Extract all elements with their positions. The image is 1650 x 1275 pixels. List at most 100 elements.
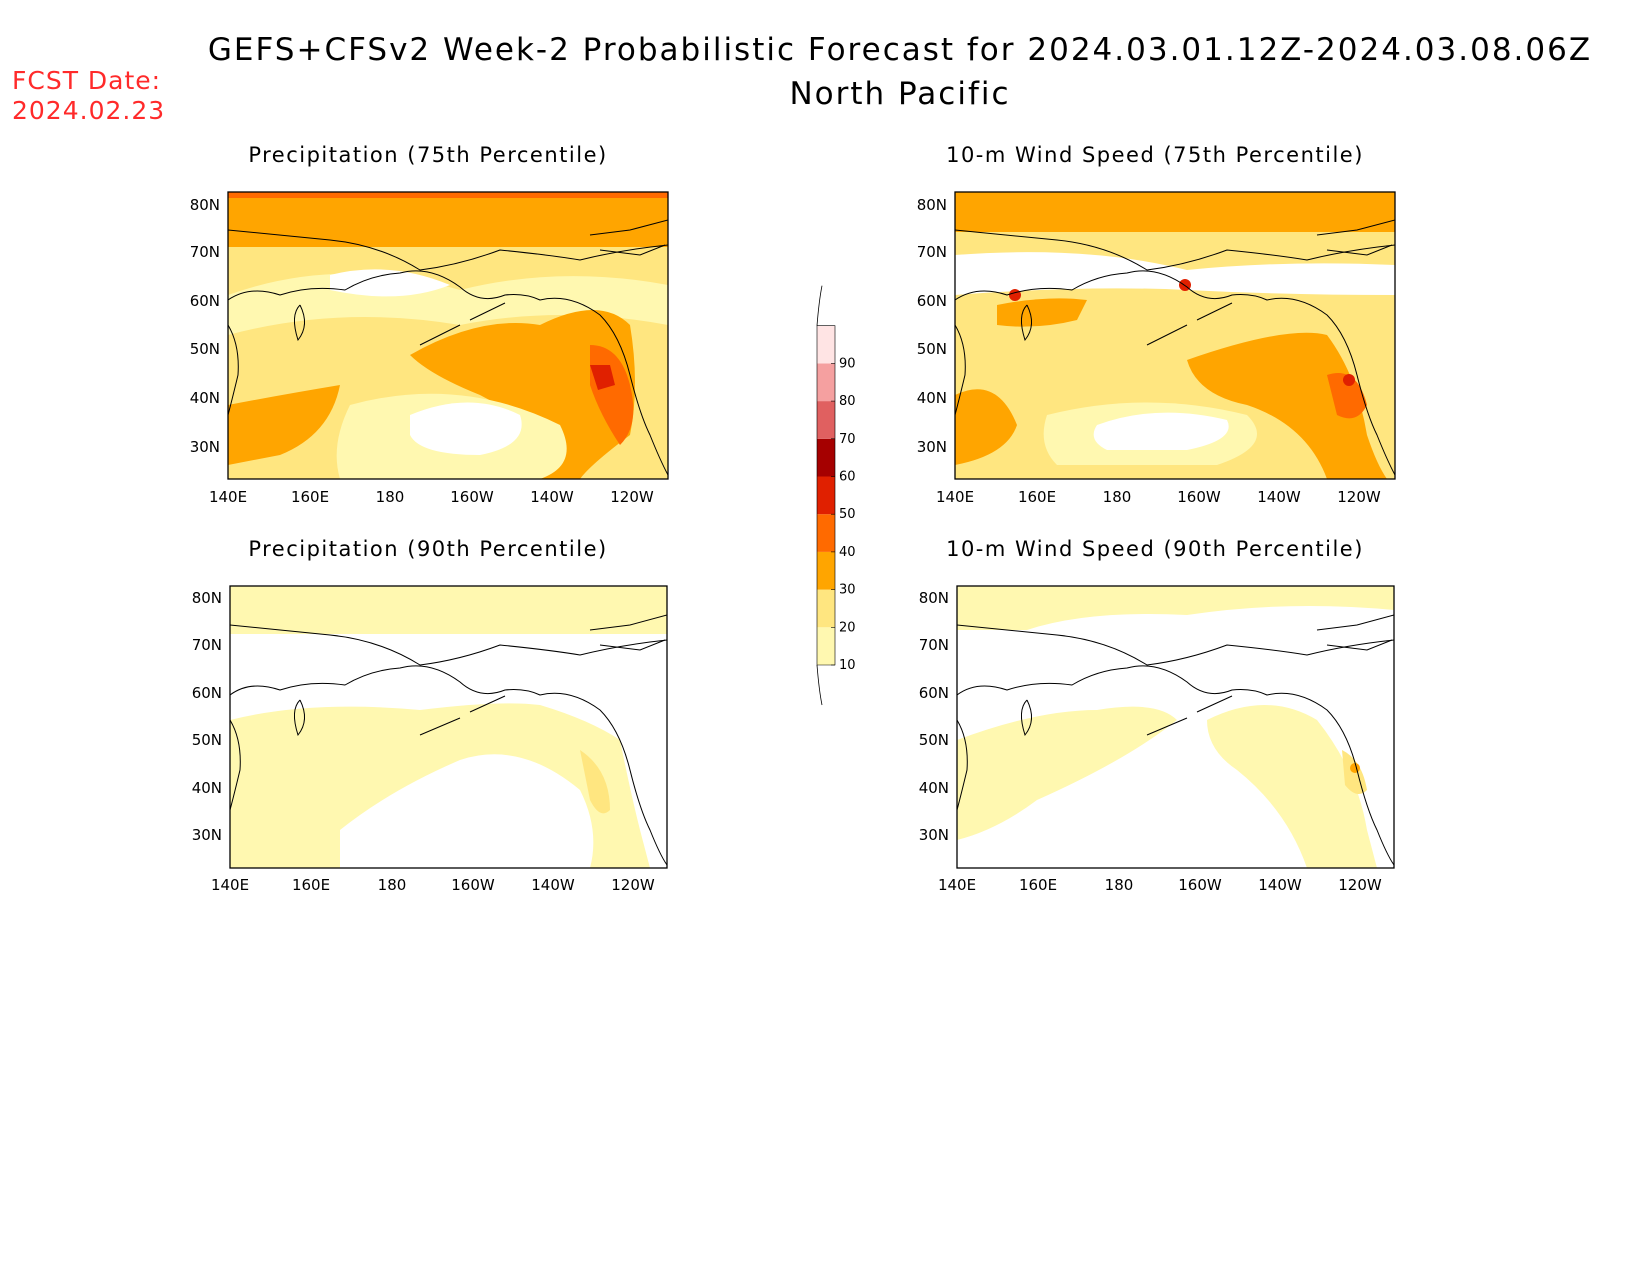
region-subtitle: North Pacific bbox=[789, 76, 1011, 112]
colorbar-swatch bbox=[817, 589, 835, 628]
colorbar-swatch bbox=[817, 514, 835, 552]
lon-label-140w: 140W bbox=[1257, 488, 1301, 506]
panel-title-precip75: Precipitation (75th Percentile) bbox=[248, 143, 608, 167]
shading-west-band bbox=[957, 706, 1177, 840]
shading-bering-white bbox=[330, 269, 450, 297]
lon-axis: 140E 160E 180 160W 140W 120W bbox=[211, 876, 655, 894]
shading-gulf-alaska bbox=[410, 310, 635, 479]
lon-axis: 140E 160E 180 160W 140W 120W bbox=[936, 488, 1381, 506]
lat-label-50n: 50N bbox=[192, 731, 222, 749]
lat-label-60n: 60N bbox=[190, 292, 220, 310]
lat-label-40n: 40N bbox=[919, 779, 949, 797]
lat-label-60n: 60N bbox=[919, 684, 949, 702]
lon-label-120w: 120W bbox=[610, 488, 654, 506]
lon-label-140e: 140E bbox=[936, 488, 974, 506]
map-frame bbox=[956, 585, 1395, 869]
panel-title-precip90: Precipitation (90th Percentile) bbox=[248, 537, 608, 561]
colorbar-swatch bbox=[817, 438, 835, 477]
lat-label-40n: 40N bbox=[917, 389, 947, 407]
map-panel-wind90: 80N 70N 60N 50N 40N 30N 140E 160E 180 16… bbox=[919, 585, 1395, 894]
shading-west-orange bbox=[955, 389, 1017, 465]
lat-axis: 80N 70N 60N 50N 40N 30N bbox=[190, 196, 220, 456]
map-frame bbox=[954, 191, 1396, 480]
colorbar-swatch bbox=[817, 476, 835, 515]
lon-label-140w: 140W bbox=[530, 488, 574, 506]
lat-label-30n: 30N bbox=[917, 438, 947, 456]
shading-subtropical-white bbox=[1093, 412, 1229, 450]
shading-kamchatka-orange bbox=[997, 298, 1087, 327]
lon-label-140w: 140W bbox=[1258, 876, 1302, 894]
lon-label-160e: 160E bbox=[292, 876, 330, 894]
lon-label-160w: 160W bbox=[1178, 876, 1222, 894]
colorbar-label-60: 60 bbox=[839, 470, 856, 485]
colorbar: 10 20 30 40 50 60 70 80 90 bbox=[816, 285, 856, 706]
shading-arctic-band bbox=[230, 586, 667, 634]
colorbar-swatch bbox=[817, 363, 835, 402]
colorbar-label-70: 70 bbox=[839, 432, 856, 447]
panel-title-wind75: 10-m Wind Speed (75th Percentile) bbox=[946, 143, 1364, 167]
colorbar-label-20: 20 bbox=[839, 620, 856, 635]
shading-coast-yellow bbox=[580, 750, 610, 814]
lat-label-60n: 60N bbox=[192, 684, 222, 702]
colorbar-outline bbox=[816, 325, 836, 666]
lon-label-140e: 140E bbox=[938, 876, 976, 894]
shading-lower-band bbox=[230, 703, 650, 868]
lat-label-70n: 70N bbox=[190, 243, 220, 261]
colorbar-label-30: 30 bbox=[839, 583, 856, 598]
colorbar-swatch bbox=[817, 401, 835, 439]
lon-label-140w: 140W bbox=[531, 876, 575, 894]
lon-label-160w: 160W bbox=[450, 488, 494, 506]
coastlines bbox=[955, 219, 1395, 476]
shading-hotspot-3 bbox=[1343, 374, 1355, 386]
lat-label-50n: 50N bbox=[190, 340, 220, 358]
coastlines bbox=[228, 219, 668, 476]
shading-arctic-band bbox=[228, 192, 668, 247]
lat-label-70n: 70N bbox=[917, 243, 947, 261]
lat-label-40n: 40N bbox=[190, 389, 220, 407]
lon-label-180: 180 bbox=[378, 876, 407, 894]
lat-axis: 80N 70N 60N 50N 40N 30N bbox=[192, 589, 222, 844]
fcst-date-label: FCST Date: bbox=[12, 66, 162, 95]
colorbar-label-10: 10 bbox=[839, 658, 856, 673]
map-panel-wind75: 80N 70N 60N 50N 40N 30N 140E 160E 180 16… bbox=[917, 191, 1396, 506]
lat-label-80n: 80N bbox=[917, 196, 947, 214]
coastlines bbox=[957, 614, 1394, 866]
lon-label-160e: 160E bbox=[291, 488, 329, 506]
lon-label-160w: 160W bbox=[451, 876, 495, 894]
lon-label-140e: 140E bbox=[211, 876, 249, 894]
lat-axis: 80N 70N 60N 50N 40N 30N bbox=[919, 589, 949, 844]
lon-axis: 140E 160E 180 160W 140W 120W bbox=[938, 876, 1382, 894]
lat-label-70n: 70N bbox=[192, 636, 222, 654]
colorbar-labels: 10 20 30 40 50 60 70 80 90 bbox=[839, 356, 856, 673]
lon-label-160e: 160E bbox=[1018, 488, 1056, 506]
lon-label-120w: 120W bbox=[1337, 488, 1381, 506]
map-panel-precip75: 80N 70N 60N 50N 40N 30N 140E 160E 180 16… bbox=[190, 191, 669, 506]
shading-arctic-top bbox=[228, 192, 668, 198]
lat-label-80n: 80N bbox=[192, 589, 222, 607]
lat-label-80n: 80N bbox=[919, 589, 949, 607]
lat-label-50n: 50N bbox=[919, 731, 949, 749]
map-panel-precip90: 80N 70N 60N 50N 40N 30N 140E 160E 180 16… bbox=[192, 585, 668, 894]
lon-label-160e: 160E bbox=[1019, 876, 1057, 894]
shading-arctic-white bbox=[955, 252, 1395, 295]
shading-coast-red bbox=[590, 365, 615, 390]
lon-label-120w: 120W bbox=[611, 876, 655, 894]
lon-label-160w: 160W bbox=[1177, 488, 1221, 506]
shading-west-orange bbox=[228, 385, 340, 465]
colorbar-label-50: 50 bbox=[839, 507, 856, 522]
lon-label-180: 180 bbox=[1105, 876, 1134, 894]
lat-label-50n: 50N bbox=[917, 340, 947, 358]
shading-hotspot-1 bbox=[1009, 289, 1021, 301]
map-frame bbox=[227, 191, 669, 480]
colorbar-bottom-cap bbox=[816, 664, 823, 706]
shading-hotspot-1 bbox=[1350, 763, 1360, 773]
colorbar-top-cap bbox=[816, 285, 823, 326]
shading-subtropical-white bbox=[410, 402, 522, 455]
lat-label-40n: 40N bbox=[192, 779, 222, 797]
lon-axis: 140E 160E 180 160W 140W 120W bbox=[209, 488, 654, 506]
lat-axis: 80N 70N 60N 50N 40N 30N bbox=[917, 196, 947, 456]
colorbar-label-90: 90 bbox=[839, 356, 856, 371]
colorbar-swatch bbox=[817, 551, 835, 590]
colorbar-label-80: 80 bbox=[839, 394, 856, 409]
panel-title-wind90: 10-m Wind Speed (90th Percentile) bbox=[946, 537, 1364, 561]
